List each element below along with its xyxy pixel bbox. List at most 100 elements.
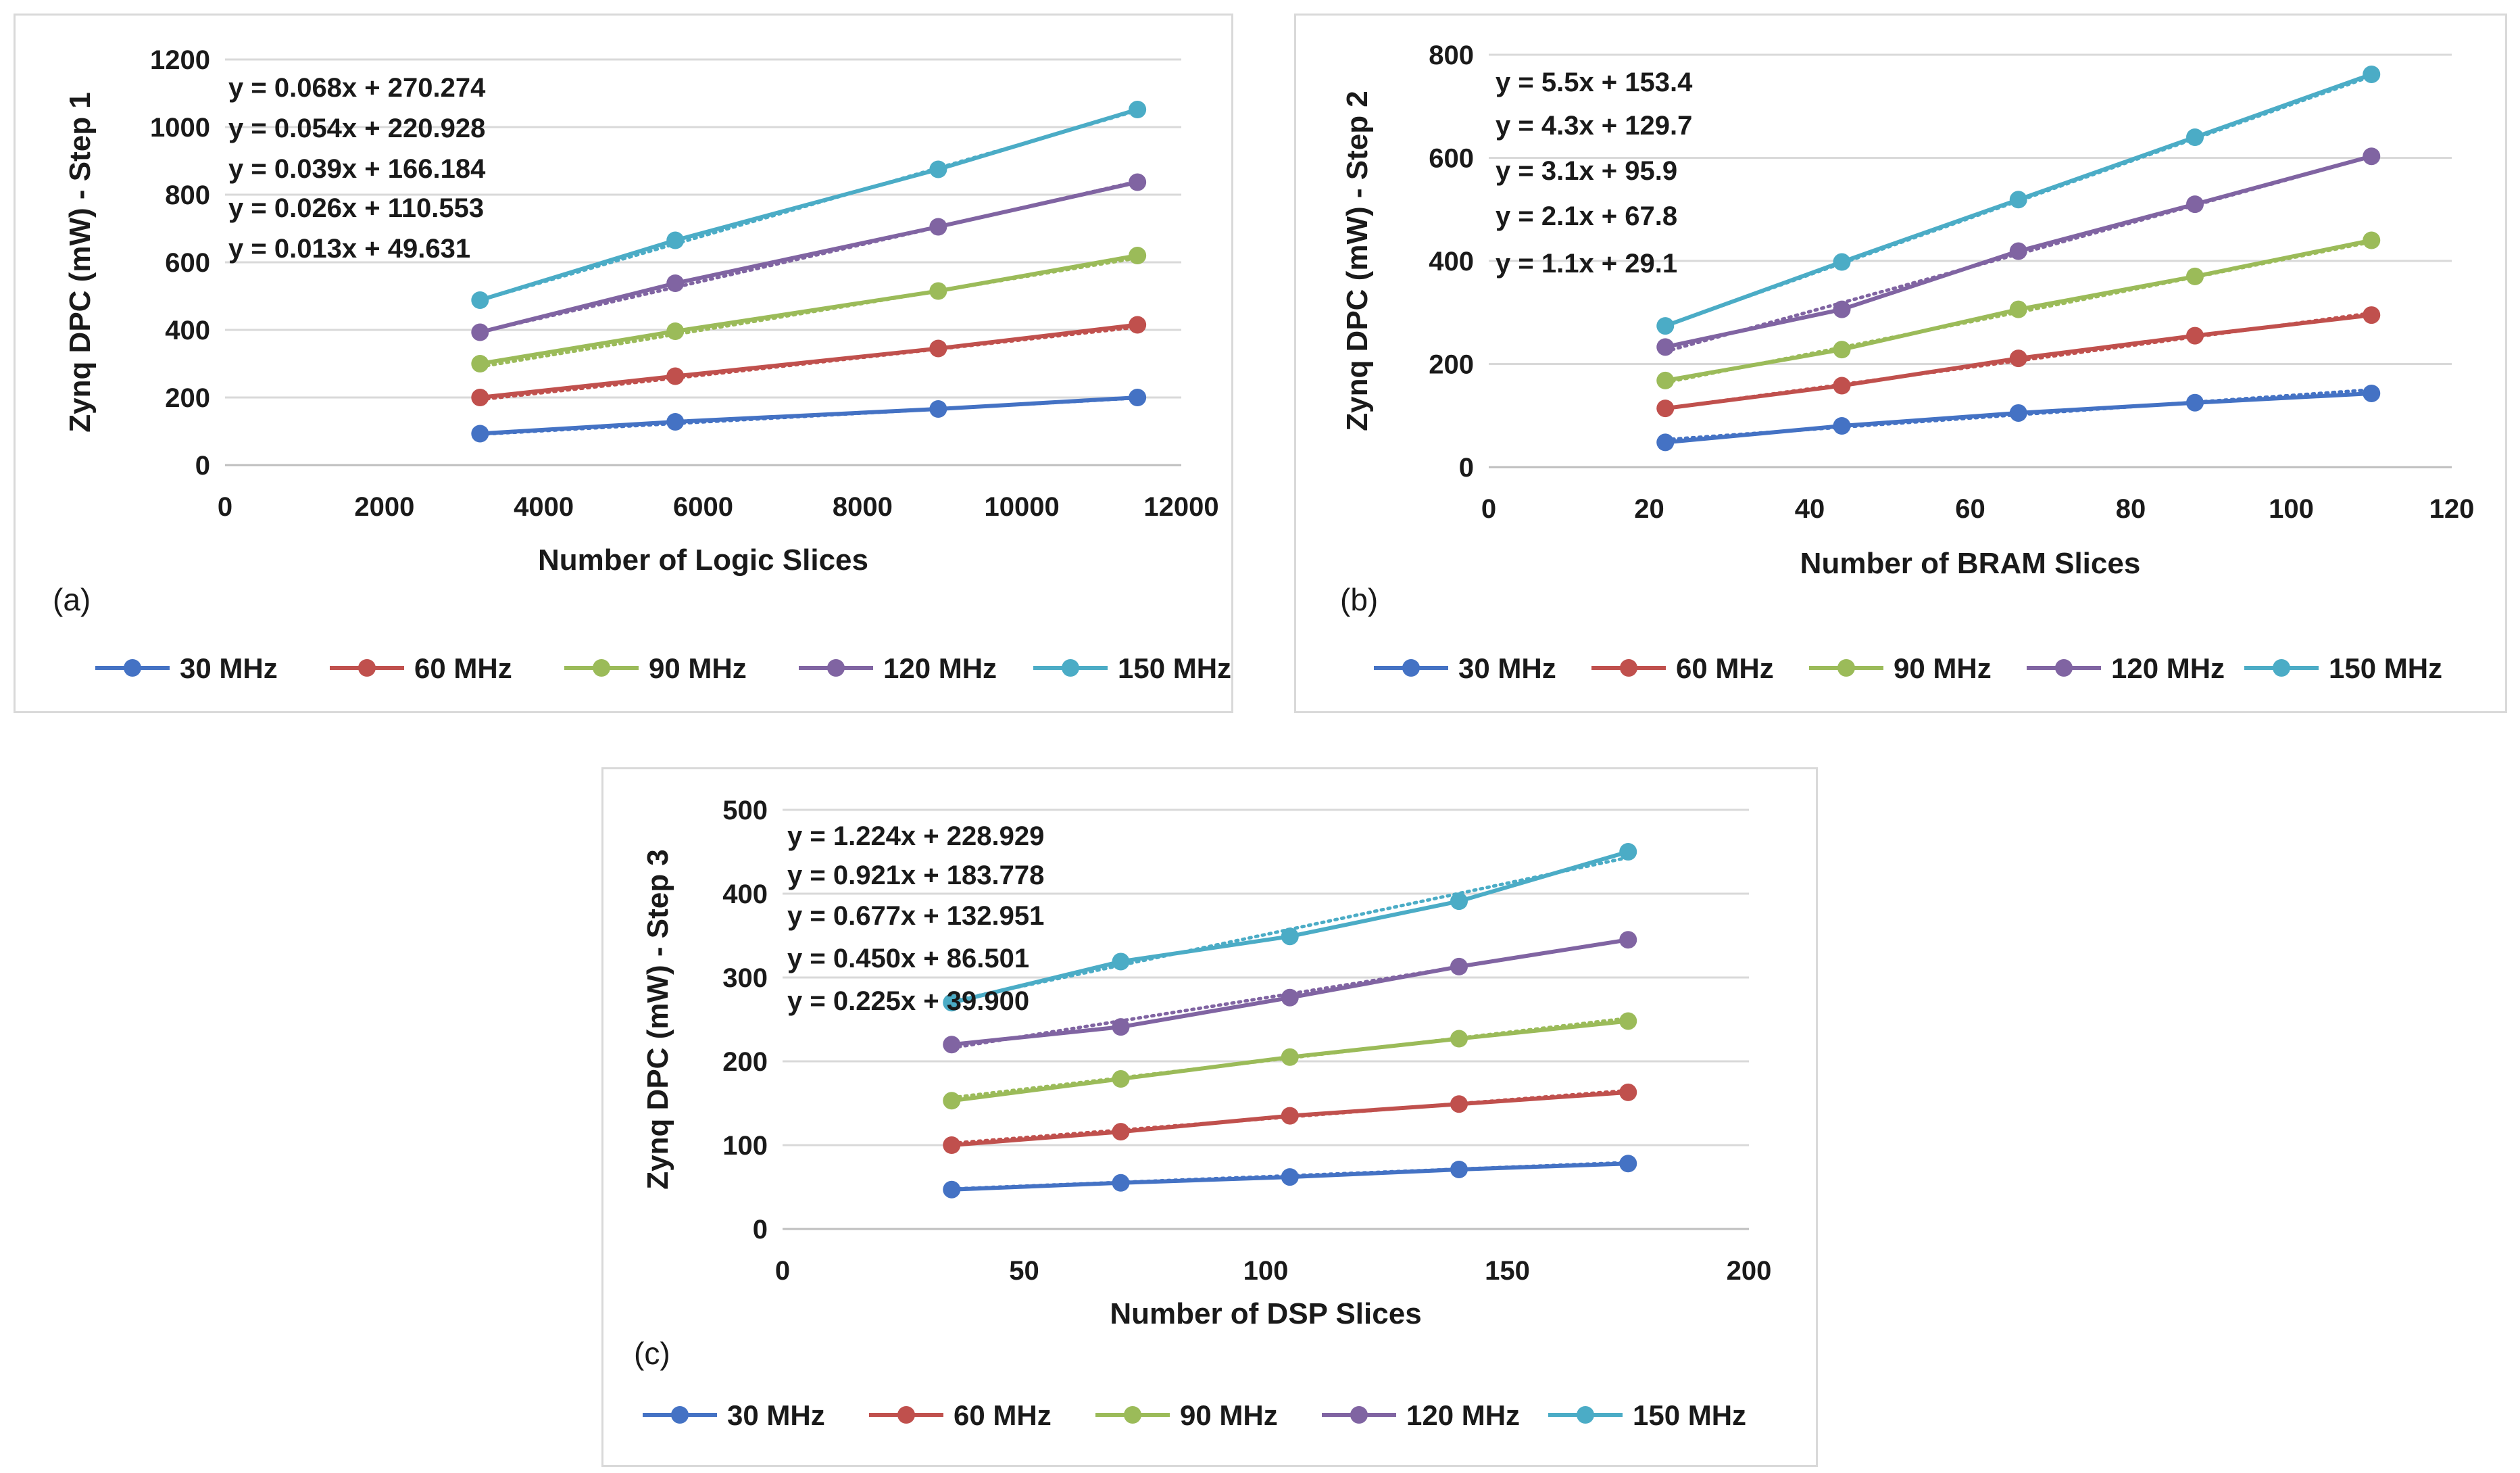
trendline-equation: y = 0.677x + 132.951 [787,901,1044,931]
data-point-60-mhz [1281,1107,1299,1125]
data-point-60-mhz [1833,377,1851,395]
x-tick-label: 2000 [354,492,414,522]
trendline-equation: y = 0.054x + 220.928 [228,114,485,143]
x-tick-label: 120 [2429,494,2475,524]
data-point-150-mhz [1833,253,1851,271]
data-point-90-mhz [1656,371,1675,389]
data-point-90-mhz [2186,267,2204,285]
data-point-30-mhz [2363,384,2381,402]
data-point-30-mhz [1833,417,1851,435]
y-axis-title: Zynq DPC (mW) - Step 2 [1341,91,1374,431]
x-tick-label: 10000 [985,492,1060,522]
data-point-60-mhz [1112,1123,1130,1141]
legend-label-150-mhz: 150 MHz [1118,652,1231,684]
data-point-30-mhz [2009,404,2027,422]
data-point-30-mhz [1281,1168,1299,1186]
data-point-120-mhz [666,274,685,292]
data-point-30-mhz [1450,1160,1468,1178]
data-point-120-mhz [943,1036,961,1054]
legend-marker-90-mhz [1837,659,1855,677]
x-tick-label: 80 [2116,494,2146,524]
trendline-equation: y = 2.1x + 67.8 [1496,201,1677,231]
panel-label: (a) [53,582,91,617]
data-point-30-mhz [929,400,947,418]
trendline-equation: y = 0.039x + 166.184 [228,154,486,184]
data-point-120-mhz [471,323,489,341]
trendline-equation: y = 0.225x + 39.900 [787,986,1029,1016]
legend-label-120-mhz: 120 MHz [2111,652,2225,684]
legend-marker-150-mhz [2273,659,2290,677]
data-point-150-mhz [1281,927,1299,946]
trendline-equation: y = 0.026x + 110.553 [228,193,484,223]
data-point-90-mhz [929,282,947,300]
trendline-equation: y = 1.1x + 29.1 [1496,249,1677,279]
x-axis-title: Number of DSP Slices [1110,1297,1421,1330]
chart-svg-c: 0 100 200 300 400 500 0 50 100 150 200 Number of DS… [634,796,1772,1431]
data-point-90-mhz [666,322,685,340]
legend-marker-120-mhz [1350,1406,1368,1424]
series-line-120-mhz [479,180,1138,335]
data-point-60-mhz [943,1136,961,1154]
data-point-30-mhz [1129,389,1147,406]
data-point-150-mhz [1656,317,1675,335]
legend-marker-30-mhz [671,1406,689,1424]
data-point-30-mhz [1656,433,1675,452]
legend-marker-60-mhz [358,659,376,677]
data-point-150-mhz [943,994,961,1012]
trendline-equation: y = 1.224x + 228.929 [787,821,1044,851]
x-tick-label: 6000 [673,492,733,522]
y-tick-label: 800 [1429,41,1474,70]
x-tick-label: 200 [1727,1256,1772,1286]
trendline-equation: y = 0.450x + 86.501 [787,944,1029,973]
legend-marker-120-mhz [2055,659,2073,677]
y-tick-label: 1200 [150,45,210,75]
legend-label-90-mhz: 90 MHz [1894,652,1992,684]
trendline-60-mhz [478,325,1139,402]
data-point-90-mhz [1129,247,1147,264]
x-tick-label: 100 [2269,494,2314,524]
legend-marker-150-mhz [1062,659,1079,677]
legend-label-30-mhz: 30 MHz [180,652,278,684]
data-point-90-mhz [943,1092,961,1110]
data-point-150-mhz [1619,843,1637,861]
x-tick-label: 50 [1009,1256,1039,1286]
trendline-equation: y = 0.068x + 270.274 [228,73,486,103]
data-point-120-mhz [1112,1018,1130,1036]
panel-label: (b) [1340,582,1378,617]
y-tick-label: 200 [722,1047,768,1077]
y-tick-label: 0 [753,1215,768,1245]
x-axis-title: Number of Logic Slices [538,544,868,577]
data-point-120-mhz [929,218,947,236]
data-point-120-mhz [1450,957,1468,975]
x-tick-label: 8000 [833,492,893,522]
data-point-90-mhz [1833,341,1851,359]
chart-panel-b: 0 200 400 600 800 0 20 40 60 80 100 120 Number of BR… [1294,14,2507,713]
data-point-120-mhz [2363,147,2381,166]
data-point-60-mhz [1450,1095,1468,1113]
legend-label-60-mhz: 60 MHz [1676,652,1774,684]
trendline-120-mhz [949,938,1630,1050]
y-axis-title: Zynq DPC (mW) - Step 1 [64,92,97,433]
trendline-equation: y = 3.1x + 95.9 [1496,156,1677,186]
x-tick-label: 150 [1485,1256,1530,1286]
chart-panel-c: 0 100 200 300 400 500 0 50 100 150 200 Number of DS… [601,767,1818,1467]
data-point-150-mhz [666,231,685,249]
chart-panel-a: 0 200 400 600 800 1000 1200 0 2000 4000 6000 8000 10… [14,14,1233,713]
trendline-equation: y = 0.921x + 183.778 [787,861,1044,890]
trendline-equation: y = 4.3x + 129.7 [1496,111,1692,141]
data-point-120-mhz [1656,338,1675,356]
legend-label-120-mhz: 120 MHz [883,652,997,684]
data-point-120-mhz [2009,242,2027,260]
trendline-150-mhz [478,109,1139,302]
y-tick-label: 600 [1429,144,1474,174]
trendline-equation: y = 5.5x + 153.4 [1496,68,1693,97]
x-tick-label: 0 [775,1256,790,1286]
legend-marker-30-mhz [124,659,141,677]
legend-label-60-mhz: 60 MHz [954,1399,1052,1431]
data-point-30-mhz [471,425,489,443]
data-point-150-mhz [471,291,489,309]
legend-label-120-mhz: 120 MHz [1406,1399,1520,1431]
y-tick-label: 600 [165,248,210,278]
chart-svg-b: 0 200 400 600 800 0 20 40 60 80 100 120 Number of BR… [1340,41,2475,684]
